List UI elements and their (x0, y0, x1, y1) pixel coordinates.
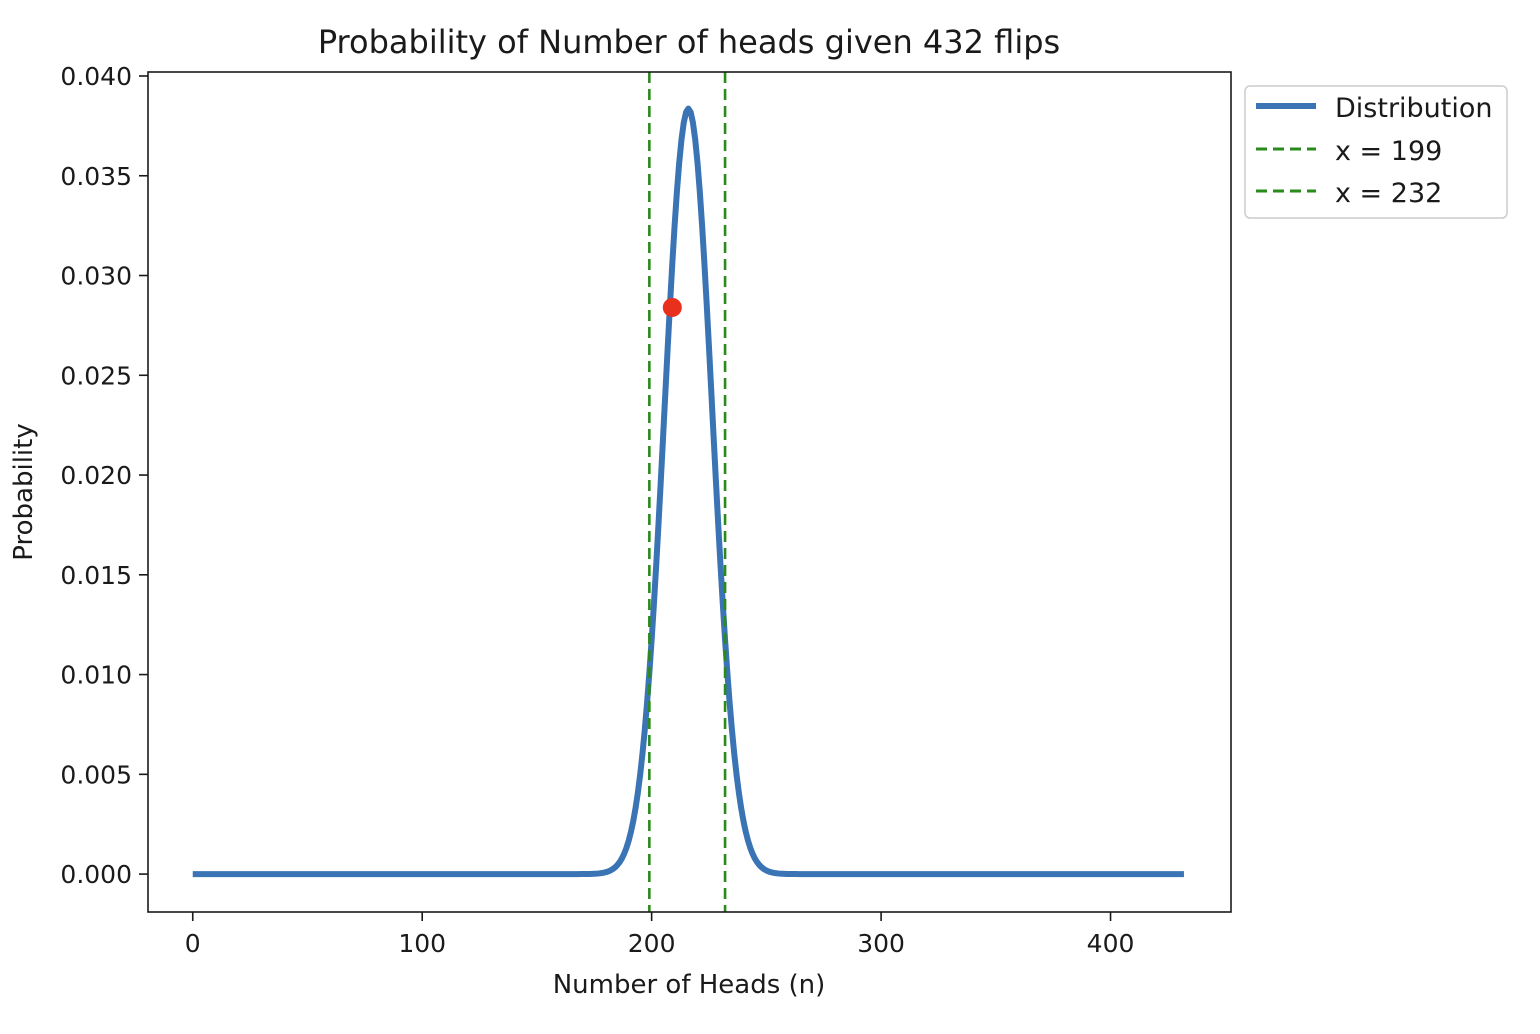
series-line-distribution (192, 105, 1185, 878)
legend-label-vline-199: x = 199 (1335, 136, 1442, 167)
y-tick-label: 0.020 (60, 461, 132, 490)
y-tick-label: 0.035 (60, 162, 132, 191)
x-tick-label: 400 (1087, 929, 1135, 958)
marker-point (662, 297, 682, 317)
y-tick-label: 0.025 (60, 361, 132, 390)
x-tick-label: 200 (628, 929, 676, 958)
legend-label-distribution: Distribution (1335, 93, 1493, 124)
y-tick-label: 0.030 (60, 262, 132, 291)
y-tick-label: 0.010 (60, 661, 132, 690)
plot-frame (147, 71, 1232, 913)
x-tick-label: 100 (398, 929, 446, 958)
y-tick-label: 0.040 (60, 62, 132, 91)
legend: Distribution x = 199 x = 232 (1244, 85, 1508, 219)
legend-label-vline-232: x = 232 (1335, 178, 1442, 209)
chart-title: Probability of Number of heads given 432… (318, 23, 1060, 61)
x-tick-label: 300 (857, 929, 905, 958)
y-tick-label: 0.005 (60, 760, 132, 789)
x-axis: 0 100 200 300 400 (185, 912, 1135, 958)
legend-box (1244, 85, 1508, 219)
y-axis-label: Probability (9, 423, 39, 560)
y-tick-label: 0.000 (60, 860, 132, 889)
x-tick-label: 0 (185, 929, 201, 958)
y-tick-label: 0.015 (60, 561, 132, 590)
plot-area (192, 72, 1185, 912)
y-axis: 0.000 0.005 0.010 0.015 0.020 0.025 0.030 0.035… (60, 62, 148, 889)
x-axis-label: Number of Heads (n) (553, 970, 826, 1000)
